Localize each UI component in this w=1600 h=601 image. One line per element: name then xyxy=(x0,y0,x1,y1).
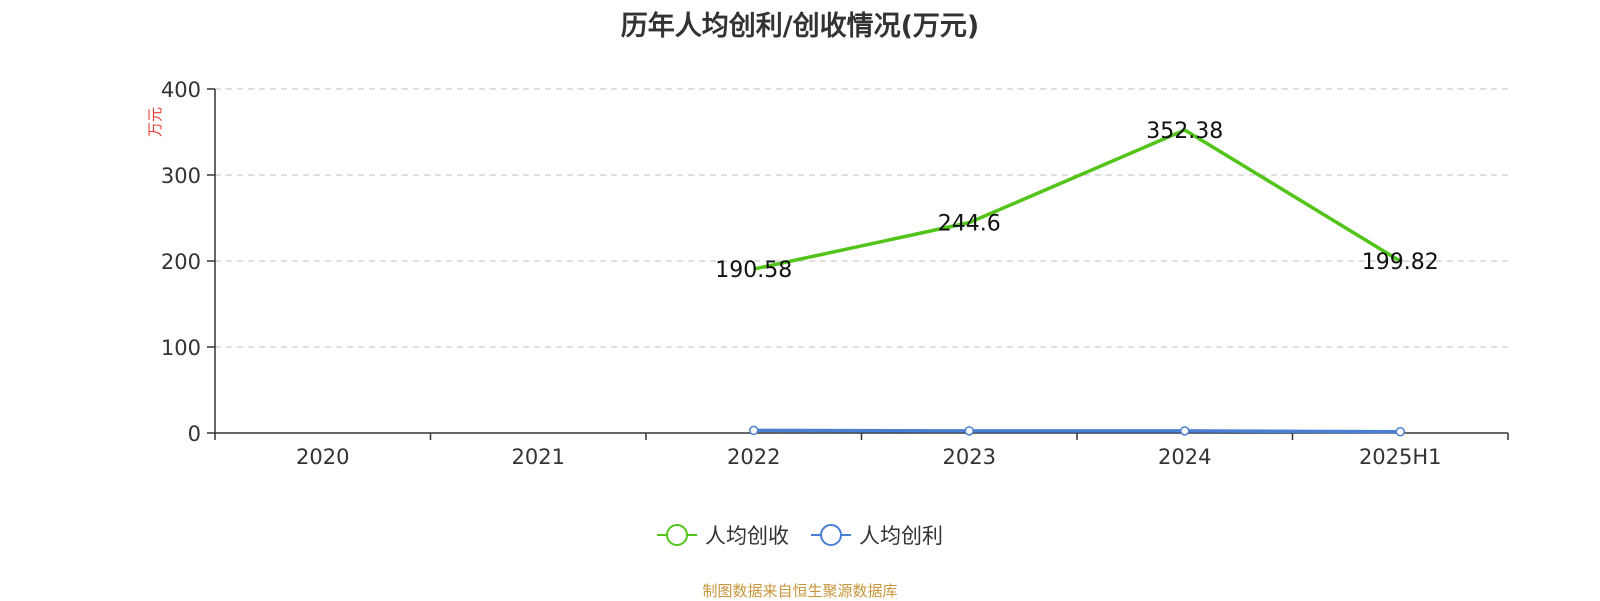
source-note: 制图数据来自恒生聚源数据库 xyxy=(702,582,898,600)
y-tick-label: 300 xyxy=(161,164,201,188)
y-tick-label: 100 xyxy=(161,336,201,360)
data-label: 244.6 xyxy=(938,212,1001,237)
y-tick-label: 400 xyxy=(161,78,201,102)
series-point-1 xyxy=(749,425,759,436)
series-line-0 xyxy=(753,128,1402,271)
series-point-1 xyxy=(1395,426,1405,437)
series-line-1 xyxy=(753,428,1401,434)
data-label: 199.82 xyxy=(1362,250,1439,275)
legend-label-revenue: 人均创收 xyxy=(705,524,789,548)
data-label: 190.58 xyxy=(715,258,792,283)
legend-item-profit[interactable]: 人均创利 xyxy=(811,520,943,550)
chart-title: 历年人均创利/创收情况(万元) xyxy=(620,11,980,42)
y-tick-label: 200 xyxy=(161,250,201,274)
data-labels: 190.58 244.6 352.38 199.82 xyxy=(715,119,1438,283)
grid-lines xyxy=(215,88,1508,348)
x-tick-label: 2025H1 xyxy=(1359,445,1442,469)
x-tick-label: 2020 xyxy=(296,445,349,469)
y-tick-label: 0 xyxy=(188,422,201,446)
data-label: 352.38 xyxy=(1146,119,1223,144)
y-axis-label: 万元 xyxy=(146,107,164,137)
legend: 人均创收 人均创利 xyxy=(0,520,1600,550)
series-point-1 xyxy=(964,426,974,436)
legend-marker-revenue-icon xyxy=(657,524,697,546)
axes: 0 100 200 300 400 2020 2021 2022 2023 2024 2025H1 xyxy=(161,78,1509,469)
x-tick-label: 2022 xyxy=(727,445,780,469)
x-tick-label: 2023 xyxy=(943,445,996,469)
series-layer xyxy=(749,128,1405,437)
legend-marker-profit-icon xyxy=(811,524,851,546)
x-tick-label: 2021 xyxy=(512,445,565,469)
x-tick-label: 2024 xyxy=(1158,445,1211,469)
legend-label-profit: 人均创利 xyxy=(859,524,943,548)
legend-item-revenue[interactable]: 人均创收 xyxy=(657,520,789,550)
series-point-1 xyxy=(1180,426,1190,436)
